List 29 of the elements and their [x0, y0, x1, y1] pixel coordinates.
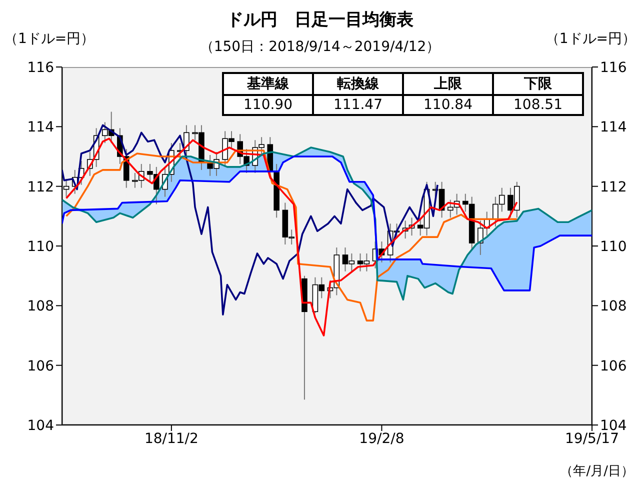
y2-tick-label: 112: [600, 179, 627, 196]
annotation: 基準線: [223, 73, 313, 95]
y2-tick-label: 110: [600, 238, 627, 255]
annotation: 111.47: [313, 95, 403, 115]
annotation: 転換線: [313, 73, 403, 95]
line-series: [62, 124, 438, 316]
y-tick-label: 116: [27, 60, 54, 76]
text: （年/月/日）: [560, 463, 634, 480]
y-tick-label: 108: [27, 298, 54, 315]
y-tick-label: 114: [27, 120, 54, 136]
y-tick-label: 104: [27, 418, 54, 434]
annotation: 上限: [403, 73, 493, 95]
annotation: 108.51: [493, 95, 583, 115]
annotation: 下限: [493, 73, 583, 95]
y2-tick-label: 106: [600, 358, 627, 374]
y2-tick-label: 108: [600, 298, 627, 315]
y2-axis-title: （1ドル=円）: [545, 30, 636, 48]
chart-subtitle: （150日：2018/9/14～2019/4/12）: [200, 39, 440, 55]
y-tick-label: 110: [27, 238, 54, 255]
x-tick-label: 18/11/2: [144, 430, 198, 447]
annotation: 110.84: [403, 95, 493, 115]
y-axis-title: （1ドル=円）: [4, 30, 95, 48]
y-tick-label: 112: [27, 179, 54, 196]
x-tick-label: 19/2/8: [359, 430, 404, 447]
y2-tick-label: 114: [600, 120, 627, 136]
annotation: 110.90: [223, 95, 313, 115]
y-tick-label: 106: [27, 358, 54, 374]
y2-tick-label: 116: [600, 60, 627, 76]
chart-title: ドル円 日足一目均衡表: [226, 9, 414, 31]
